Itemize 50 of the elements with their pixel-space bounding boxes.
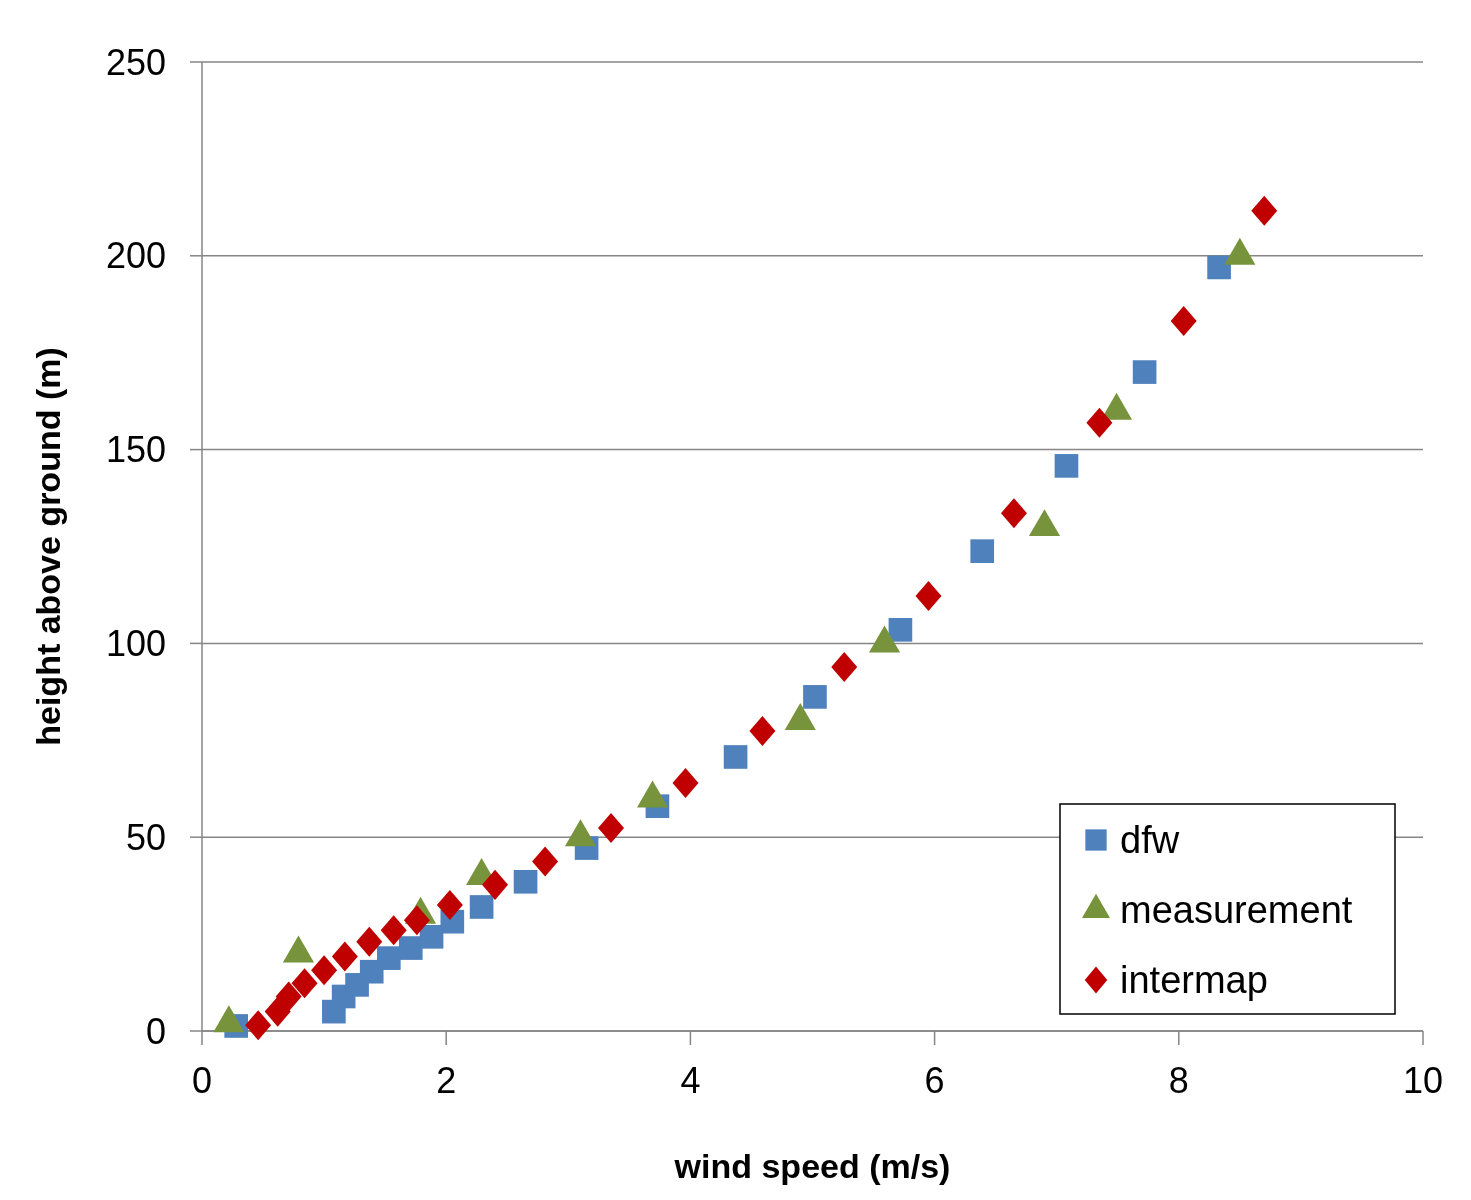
point	[513, 869, 538, 894]
point	[264, 996, 291, 1027]
point	[803, 685, 827, 709]
point	[532, 846, 559, 877]
legend-label: measurement	[1120, 889, 1353, 931]
x-axis-title: wind speed (m/s)	[673, 1147, 951, 1185]
point	[436, 890, 463, 921]
point	[1207, 255, 1231, 280]
point	[331, 941, 358, 972]
point	[672, 767, 699, 798]
x-tick-label: 0	[191, 1060, 213, 1101]
point	[723, 745, 748, 769]
point	[275, 981, 302, 1012]
point	[482, 869, 509, 900]
point	[1086, 407, 1113, 438]
x-tick-label: 2	[436, 1060, 457, 1101]
legend-label: dfw	[1120, 819, 1180, 861]
point	[749, 715, 776, 746]
point	[831, 652, 858, 683]
point	[1170, 305, 1197, 336]
point	[1054, 454, 1079, 478]
point	[1000, 498, 1027, 529]
point	[398, 936, 423, 960]
point	[245, 1010, 272, 1041]
point	[915, 581, 942, 612]
y-tick-label: 50	[125, 816, 166, 858]
point	[1251, 195, 1278, 226]
point	[403, 905, 430, 936]
point	[356, 926, 383, 957]
point	[1132, 360, 1157, 384]
point	[380, 915, 407, 946]
point	[291, 968, 318, 999]
legend-label: intermap	[1120, 959, 1268, 1001]
point	[888, 618, 913, 642]
point	[376, 946, 401, 970]
y-axis-title: height above ground (m)	[29, 347, 67, 746]
x-tick-label: 8	[1168, 1060, 1189, 1101]
y-tick-label: 250	[105, 41, 166, 83]
x-tick-label: 6	[924, 1060, 945, 1101]
y-tick-label: 100	[105, 622, 166, 664]
y-tick-label: 0	[145, 1010, 166, 1052]
point	[311, 955, 338, 986]
x-tick-label: 4	[680, 1060, 701, 1101]
y-tick-label: 200	[105, 235, 166, 277]
point	[469, 895, 494, 919]
point	[970, 539, 995, 563]
point	[419, 924, 444, 949]
x-tick-label: 10	[1402, 1060, 1444, 1101]
point	[598, 812, 625, 843]
y-tick-label: 150	[105, 429, 166, 471]
